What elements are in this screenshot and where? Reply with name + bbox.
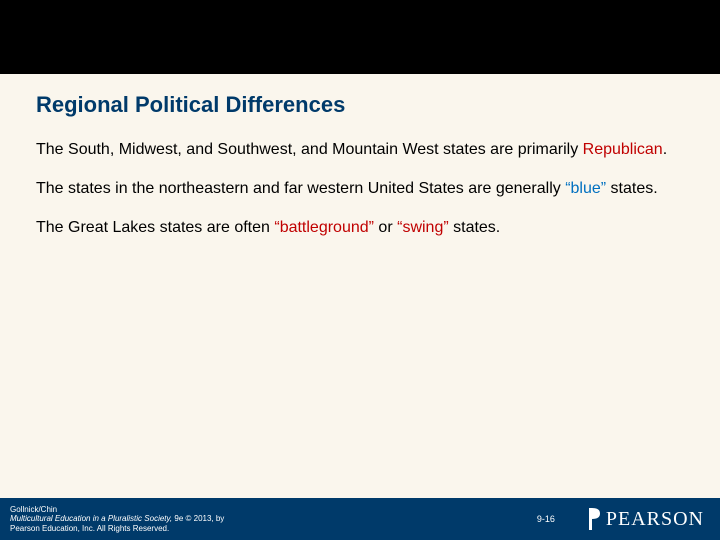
p2-text-c: states.: [606, 180, 658, 197]
brand-text: PEARSON: [606, 508, 704, 531]
p3-red-b: “battleground”: [274, 219, 374, 236]
p2-blue: “blue”: [565, 180, 606, 197]
slide-title: Regional Political Differences: [36, 92, 684, 118]
credits-line2: Multicultural Education in a Pluralistic…: [10, 514, 506, 524]
p1-red: Republican: [583, 141, 663, 158]
paragraph-1: The South, Midwest, and Southwest, and M…: [36, 140, 684, 161]
p2-text-a: The states in the northeastern and far w…: [36, 180, 565, 197]
page-number: 9-16: [506, 514, 586, 524]
credits-line2-italic: Multicultural Education in a Pluralistic…: [10, 514, 174, 523]
p3-text-e: states.: [449, 219, 501, 236]
p1-text-c: .: [663, 141, 667, 158]
content-area: Regional Political Differences The South…: [0, 74, 720, 238]
p3-text-c: or: [374, 219, 397, 236]
p3-red-d: “swing”: [397, 219, 449, 236]
top-bar: [0, 0, 720, 74]
credits: Gollnick/Chin Multicultural Education in…: [0, 505, 506, 534]
paragraph-2: The states in the northeastern and far w…: [36, 179, 684, 200]
p1-text-a: The South, Midwest, and Southwest, and M…: [36, 141, 583, 158]
logo-mark-icon: [586, 508, 602, 530]
brand-logo: PEARSON: [586, 508, 720, 531]
credits-line3: Pearson Education, Inc. All Rights Reser…: [10, 524, 506, 534]
paragraph-3: The Great Lakes states are often “battle…: [36, 218, 684, 239]
p3-text-a: The Great Lakes states are often: [36, 219, 274, 236]
credits-line1: Gollnick/Chin: [10, 505, 506, 515]
slide: Regional Political Differences The South…: [0, 0, 720, 540]
credits-line2-rest: 9e © 2013, by: [174, 514, 224, 523]
footer: Gollnick/Chin Multicultural Education in…: [0, 498, 720, 540]
